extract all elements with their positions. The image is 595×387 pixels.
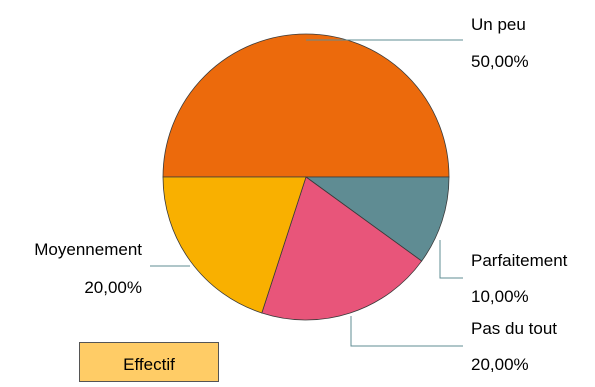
pie-leader-parfaitement	[439, 240, 463, 279]
value-label-parfaitement: 10,00%	[471, 287, 529, 306]
pie-slices	[162, 33, 450, 321]
value-label-moyennement: 20,00%	[84, 278, 142, 297]
pie-leader-pas-du-tout	[350, 316, 463, 347]
pie-slice-un-peu	[162, 33, 450, 178]
category-label-parfaitement: Parfaitement	[471, 251, 568, 270]
value-label-un-peu: 50,00%	[471, 52, 529, 71]
pie-slice-pas-du-tout	[261, 176, 423, 321]
legend-title: Effectif	[123, 355, 175, 374]
category-label-pas-du-tout: Pas du tout	[471, 319, 557, 338]
value-label-pas-du-tout: 20,00%	[471, 355, 529, 372]
pie-slice-moyennement	[162, 176, 307, 314]
category-label-moyennement: Moyennement	[34, 240, 142, 259]
leader-lines	[150, 39, 463, 347]
legend-box: Effectif	[79, 342, 219, 382]
pie-slice-parfaitement	[304, 176, 450, 262]
pie-chart: Un peu 50,00% Parfaitement 10,00% Pas du…	[34, 15, 568, 372]
category-label-un-peu: Un peu	[471, 15, 526, 34]
